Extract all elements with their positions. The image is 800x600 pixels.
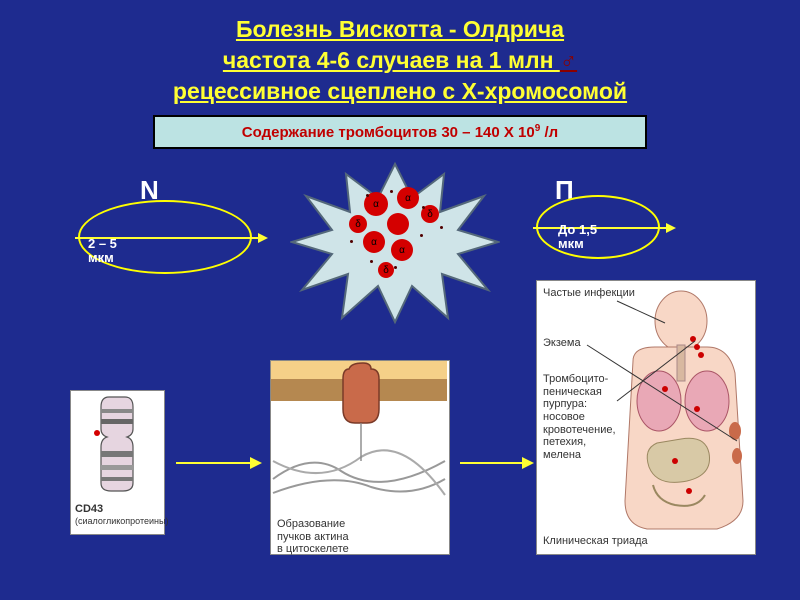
- ellipse-left-text: 2 – 5 мкм: [88, 237, 117, 266]
- ellipse-pathologic: До 1,5 мкм: [536, 195, 656, 255]
- title-line1: Болезнь Вискотта - Олдрича: [236, 16, 564, 42]
- dense-dot: [440, 226, 443, 229]
- banner-suffix: /л: [540, 124, 558, 141]
- title-line2a: частота 4-6 случаев на 1 млн: [223, 47, 560, 73]
- granule: α: [397, 187, 419, 209]
- panel-clinical-triad: Частые инфекции Экзема Тромбоцито- пенич…: [536, 280, 756, 555]
- platelet-count-banner: Содержание тромбоцитов 30 – 140 Х 109 /л: [153, 115, 647, 149]
- actin-svg: [271, 361, 447, 511]
- size-arrow-right: [533, 227, 670, 229]
- title-line3: рецессивное сцеплено с Х-хромосомой: [173, 78, 627, 104]
- panel-chromosome: CD43 (сиалогликопротеины): [70, 390, 165, 535]
- actin-caption: Образование пучков актина в цитоскелете: [271, 516, 449, 558]
- dense-dot: [370, 260, 373, 263]
- granule: α: [391, 239, 413, 261]
- male-symbol: ♂: [560, 47, 577, 73]
- dense-dot: [390, 190, 393, 193]
- banner-value: 30 – 140 Х 10: [441, 124, 534, 141]
- banner-prefix: Содержание тромбоцитов: [242, 124, 442, 141]
- slide-title: Болезнь Вискотта - Олдрича частота 4-6 с…: [0, 0, 800, 107]
- panel-actin: Образование пучков актина в цитоскелете: [270, 360, 450, 555]
- label-eczema: Экзема: [543, 337, 581, 350]
- dense-dot: [366, 194, 369, 197]
- arrow-1: [176, 462, 254, 464]
- dense-dot: [420, 234, 423, 237]
- label-infections: Частые инфекции: [543, 287, 635, 300]
- granule: [387, 213, 409, 235]
- ellipse-right-text: До 1,5 мкм: [558, 223, 597, 252]
- label-triad: Клиническая триада: [543, 535, 648, 548]
- granule: δ: [349, 215, 367, 233]
- dense-dot: [350, 240, 353, 243]
- platelet-starburst: ααδδααδ: [290, 160, 500, 325]
- cd43-label: CD43: [75, 503, 160, 516]
- dense-dot: [394, 266, 397, 269]
- label-purpura: Тромбоцито- пеническая пурпура: носовое …: [543, 373, 616, 461]
- arrow-2: [460, 462, 526, 464]
- granule: α: [363, 231, 385, 253]
- ellipse-normal: 2 – 5 мкм: [78, 200, 248, 270]
- dense-dot: [422, 206, 425, 209]
- granule: δ: [378, 262, 394, 278]
- cd43-sub: (сиалогликопротеины): [75, 516, 160, 526]
- chromosome-svg: [71, 391, 162, 496]
